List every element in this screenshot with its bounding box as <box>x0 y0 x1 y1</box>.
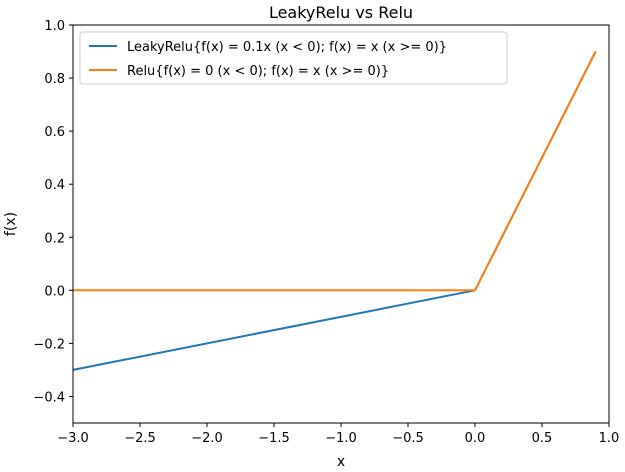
x-tick-label: −0.5 <box>392 431 424 446</box>
y-axis-label: f(x) <box>3 212 19 236</box>
legend-box <box>79 31 508 85</box>
y-tick-label: −0.2 <box>33 337 65 352</box>
x-tick-label: −3.0 <box>57 431 89 446</box>
x-tick-label: −1.5 <box>258 431 290 446</box>
legend-label-relu: Relu{f(x) = 0 (x < 0); f(x) = x (x >= 0)… <box>127 64 389 79</box>
y-tick-label: 0.6 <box>44 125 65 140</box>
x-axis-label: x <box>337 454 345 470</box>
legend: LeakyRelu{f(x) = 0.1x (x < 0); f(x) = x … <box>79 31 508 85</box>
y-tick-label: 0.8 <box>44 72 65 87</box>
x-tick-label: −1.0 <box>325 431 357 446</box>
y-tick-label: 0.2 <box>44 231 65 246</box>
y-tick-label: −0.4 <box>33 390 65 405</box>
y-tick-label: 0.0 <box>44 284 65 299</box>
series-line-1 <box>73 51 597 292</box>
x-tick-label: 0.5 <box>532 431 553 446</box>
y-tick-label: 0.4 <box>44 178 65 193</box>
axis-ticks: −3.0 −2.5 −2.0 −1.5 −1.0 −0.5 0.0 0.5 1.0 −0.4 −0.… <box>33 19 619 446</box>
x-tick-label: −2.0 <box>191 431 223 446</box>
x-tick-label: −2.5 <box>124 431 156 446</box>
y-tick-label: 1.0 <box>44 19 65 34</box>
legend-label-leakyrelu: LeakyRelu{f(x) = 0.1x (x < 0); f(x) = x … <box>127 40 447 55</box>
x-tick-label: 1.0 <box>599 431 620 446</box>
x-tick-label: 0.0 <box>465 431 486 446</box>
chart-title: LeakyRelu vs Relu <box>269 3 413 22</box>
plot-area <box>72 51 597 371</box>
